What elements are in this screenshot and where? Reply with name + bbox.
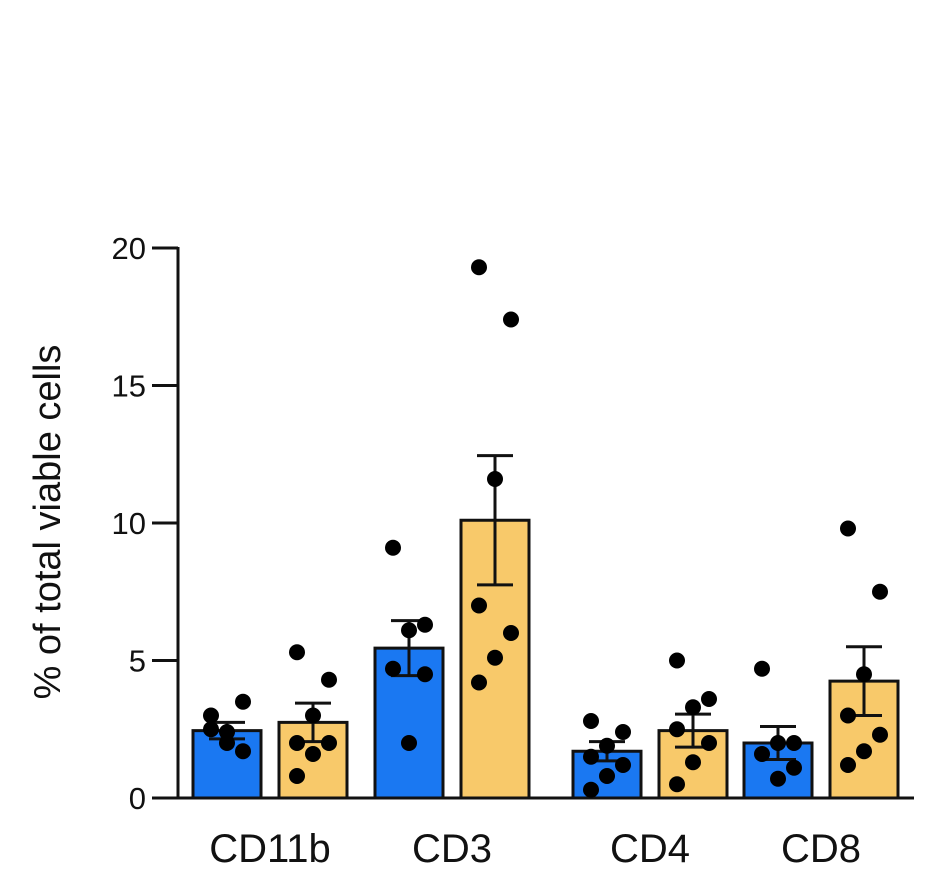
data-point — [487, 649, 503, 666]
data-point — [856, 743, 872, 760]
y-tick-label: 15 — [112, 369, 146, 404]
data-point — [615, 724, 631, 740]
data-point — [417, 666, 433, 683]
data-point — [770, 770, 786, 787]
data-point — [219, 735, 235, 751]
data-point — [321, 735, 337, 751]
data-point — [840, 520, 856, 537]
y-tick-label: 10 — [112, 506, 146, 541]
data-point — [487, 471, 503, 487]
x-category-label: CD11b — [209, 827, 331, 871]
data-point — [503, 311, 519, 328]
data-point — [770, 735, 786, 751]
data-point — [701, 691, 717, 707]
data-point — [599, 768, 615, 784]
data-point — [669, 721, 685, 738]
data-point — [471, 597, 487, 614]
data-point — [685, 754, 701, 771]
data-point — [203, 721, 219, 738]
data-point — [219, 724, 235, 740]
data-point — [471, 674, 487, 691]
data-point — [583, 781, 599, 798]
data-point — [321, 671, 337, 688]
data-point — [701, 735, 717, 751]
data-point — [289, 644, 305, 661]
data-point — [305, 707, 321, 724]
data-point — [669, 776, 685, 793]
data-point — [685, 699, 701, 716]
data-point — [289, 735, 305, 751]
data-point — [599, 737, 615, 754]
data-point — [840, 707, 856, 724]
data-point — [754, 660, 770, 677]
x-category-label: CD8 — [781, 827, 861, 871]
x-category-label: CD4 — [610, 827, 690, 871]
data-point — [872, 583, 888, 600]
data-point — [786, 759, 802, 776]
data-point — [503, 625, 519, 641]
data-point — [669, 652, 685, 669]
y-tick-label: 0 — [129, 781, 146, 816]
data-point — [583, 748, 599, 765]
data-point — [417, 616, 433, 633]
data-point — [786, 735, 802, 751]
data-point — [471, 259, 487, 276]
data-point — [583, 713, 599, 729]
data-point — [615, 757, 631, 773]
data-point — [235, 743, 251, 760]
data-point — [872, 726, 888, 743]
data-point — [203, 707, 219, 724]
data-point — [856, 666, 872, 683]
y-tick-label: 20 — [112, 231, 146, 266]
x-category-label: CD3 — [412, 827, 492, 871]
data-point — [305, 746, 321, 762]
data-point — [401, 622, 417, 639]
data-point — [385, 660, 401, 677]
data-point — [754, 746, 770, 762]
y-axis-title: % of total viable cells — [27, 345, 69, 700]
data-point — [840, 757, 856, 773]
data-point — [235, 693, 251, 710]
y-tick-label: 5 — [129, 644, 146, 679]
data-point — [385, 539, 401, 556]
data-point — [289, 768, 305, 784]
data-point — [401, 735, 417, 751]
